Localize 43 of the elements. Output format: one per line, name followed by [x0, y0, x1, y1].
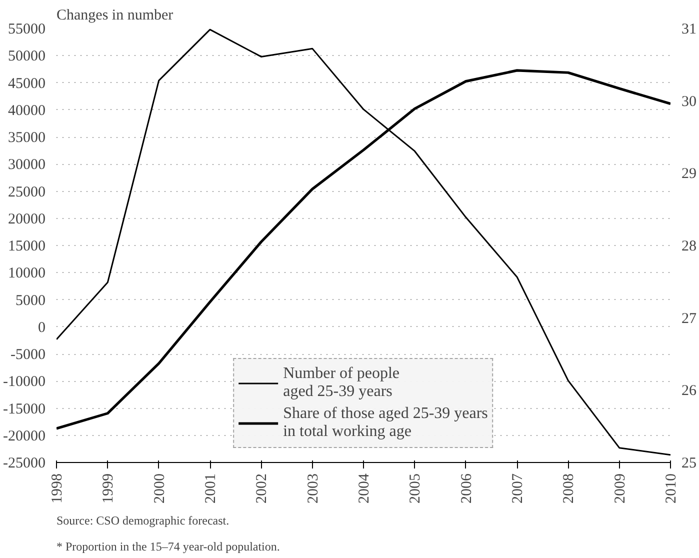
y-tick-label: -15000 — [3, 401, 46, 418]
y-tick-label: 15000 — [8, 238, 46, 254]
y-tick-label: -20000 — [3, 428, 46, 444]
y-tick-label: 50000 — [8, 48, 46, 65]
y-tick-label: 25000 — [8, 184, 46, 200]
x-tick-label: 2006 — [458, 473, 475, 504]
x-tick-label: 1998 — [50, 474, 66, 504]
x-tick-label: 2002 — [254, 474, 270, 504]
y-axis-title: Changes in number — [56, 8, 174, 24]
y2-tick-label: 25 — [682, 456, 696, 472]
y-tick-label: 30000 — [8, 157, 46, 174]
y-tick-label: -10000 — [3, 374, 46, 390]
x-tick-label: 2005 — [408, 474, 424, 504]
y2-tick-label: 28 — [682, 238, 696, 254]
y-tick-label: 45000 — [8, 76, 46, 92]
y-tick-label: -25000 — [3, 456, 46, 472]
y-tick-label: 55000 — [8, 22, 46, 38]
y2-tick-label: 31 — [682, 22, 696, 38]
y2-tick-label: 27 — [682, 310, 697, 327]
x-tick-label: 2010 — [664, 474, 680, 504]
x-tick-label: 2004 — [356, 473, 372, 504]
y-tick-label: 10000 — [8, 266, 46, 282]
y2-tick-label: 29 — [682, 166, 696, 182]
y2-tick-label: 26 — [682, 383, 697, 400]
source-note: Source: CSO demographic forecast. — [56, 514, 230, 528]
x-tick-label: 2000 — [152, 474, 168, 504]
line-series — [56, 28, 670, 456]
y2-tick-label: 30 — [682, 94, 696, 110]
x-tick-label: 1999 — [100, 474, 117, 504]
x-tick-label: 2009 — [612, 474, 628, 504]
legend-label: Number of people aged 25-39 years — [283, 364, 400, 402]
y-tick-label: 35000 — [8, 130, 46, 146]
x-tick-label: 2001 — [203, 474, 219, 504]
y-tick-label: 0 — [38, 320, 46, 336]
y-tick-label: 20000 — [8, 211, 46, 228]
x-tick-label: 2007 — [510, 473, 526, 504]
y-tick-label: -5000 — [10, 347, 46, 363]
y-tick-label: 40000 — [8, 102, 46, 119]
y-tick-label: 5000 — [16, 292, 46, 309]
text: * Proportion in the 15–74 year-old population. — [56, 540, 280, 554]
x-tick-label: 2003 — [305, 474, 322, 504]
legend-label: Share of those aged 25-39 years in total working age — [283, 404, 488, 442]
x-tick-label: 2008 — [561, 474, 578, 504]
